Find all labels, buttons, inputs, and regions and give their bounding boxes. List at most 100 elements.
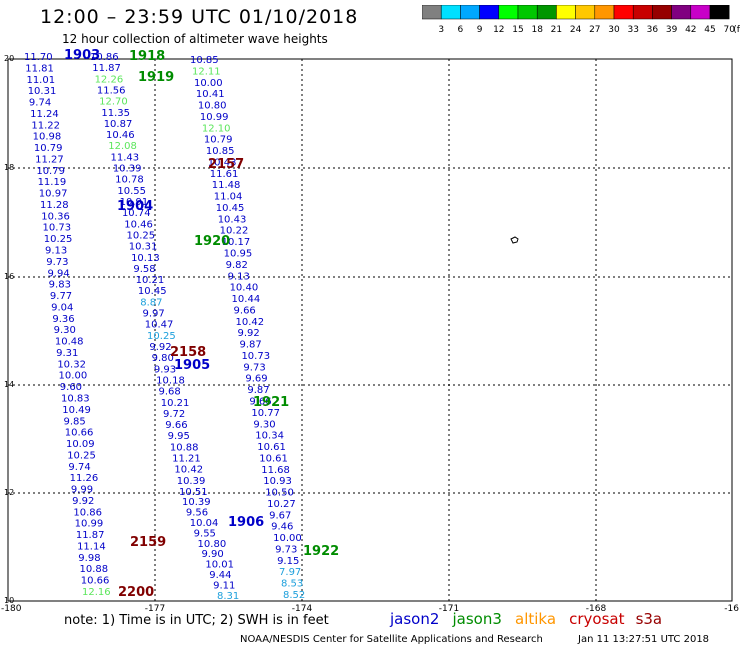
wave-height-map: 20 18 16 14 12 10-180 -177 -174 -171 -168 -16 11.70… bbox=[1, 48, 739, 614]
swh-value: 10.78 bbox=[115, 175, 144, 186]
swh-value: 10.43 bbox=[218, 214, 247, 225]
swh-value: 9.73 bbox=[46, 257, 68, 268]
swh-value: 11.22 bbox=[31, 120, 60, 131]
swh-value: 10.48 bbox=[55, 337, 84, 348]
swh-value: 9.93 bbox=[154, 364, 176, 375]
swh-value: 11.35 bbox=[101, 108, 130, 119]
swh-value: 10.31 bbox=[28, 86, 57, 97]
swh-value: 9.13 bbox=[45, 246, 67, 257]
latitude-tick-label: 10 bbox=[4, 596, 14, 605]
swh-value: 10.99 bbox=[75, 519, 104, 530]
swh-value: 9.31 bbox=[56, 348, 78, 359]
swh-value: 9.56 bbox=[186, 507, 208, 518]
swh-value: 9.73 bbox=[243, 362, 265, 373]
swh-value: 10.79 bbox=[34, 143, 63, 154]
swh-value: 9.82 bbox=[226, 260, 248, 271]
swh-value: 11.68 bbox=[261, 465, 290, 476]
pass-id-label: 2200 bbox=[118, 585, 154, 600]
swh-value: 10.39 bbox=[182, 497, 211, 508]
swh-value: 10.46 bbox=[106, 130, 135, 141]
swh-value: 10.00 bbox=[59, 371, 88, 382]
pass-id-label: 2159 bbox=[130, 535, 166, 550]
color-scale-label: 3 bbox=[438, 25, 444, 35]
swh-value: 10.66 bbox=[81, 576, 110, 587]
color-scale-label: 21 bbox=[551, 25, 562, 35]
swh-value: 9.68 bbox=[158, 387, 180, 398]
swh-value: 9.55 bbox=[194, 528, 216, 539]
color-scale-label: 36 bbox=[647, 25, 659, 35]
swh-value: 10.45 bbox=[216, 203, 245, 214]
swh-value: 10.73 bbox=[241, 351, 270, 362]
color-scale-label: 39 bbox=[666, 25, 678, 35]
swh-value: 9.66 bbox=[249, 396, 271, 407]
swh-value: 10.61 bbox=[257, 442, 286, 453]
swh-value: 11.19 bbox=[38, 177, 67, 188]
swh-value: 10.97 bbox=[39, 189, 68, 200]
color-swatch bbox=[709, 5, 730, 20]
swh-value: 10.27 bbox=[267, 499, 296, 510]
pass-id-label: 1903 bbox=[64, 48, 100, 63]
latitude-tick-label: 12 bbox=[4, 488, 14, 497]
pass-id-label: 1922 bbox=[303, 544, 339, 559]
pass-id-label: 1919 bbox=[138, 70, 174, 85]
swh-value: 12.16 bbox=[82, 587, 111, 598]
swh-value: 10.40 bbox=[230, 283, 259, 294]
color-scale-label: 12 bbox=[493, 25, 504, 35]
swh-value: 10.88 bbox=[80, 564, 109, 575]
swh-value: 11.48 bbox=[212, 180, 241, 191]
swh-value: 10.79 bbox=[204, 135, 233, 146]
swh-value: 10.42 bbox=[236, 317, 265, 328]
swh-value: 9.94 bbox=[47, 268, 69, 279]
pass-id-label: 1904 bbox=[117, 199, 153, 214]
swh-value: 12.70 bbox=[99, 97, 128, 108]
swh-value: 9.83 bbox=[49, 280, 71, 291]
swh-value: 9.58 bbox=[133, 264, 155, 275]
swh-value: 10.77 bbox=[251, 408, 280, 419]
swh-value: 11.24 bbox=[30, 109, 59, 120]
swh-value: 9.60 bbox=[60, 382, 82, 393]
swh-value: 11.87 bbox=[92, 63, 121, 74]
swh-value: 9.72 bbox=[163, 409, 185, 420]
swh-value: 9.74 bbox=[29, 98, 51, 109]
swh-value: 10.47 bbox=[145, 320, 174, 331]
longitude-tick-label: -180 bbox=[1, 604, 22, 614]
swh-value: 10.86 bbox=[73, 507, 102, 518]
swh-value: 10.25 bbox=[127, 230, 156, 241]
chart-title: 12:00 – 23:59 UTC 01/10/2018 bbox=[40, 6, 359, 28]
swh-value: 11.56 bbox=[97, 85, 126, 96]
swh-value: 9.44 bbox=[209, 570, 231, 581]
swh-value: 12.26 bbox=[95, 74, 124, 85]
color-scale-label: 45 bbox=[704, 25, 715, 35]
pass-id-label: 2157 bbox=[208, 157, 244, 172]
latitude-tick-label: 18 bbox=[4, 163, 14, 172]
latitude-tick-label: 14 bbox=[4, 380, 14, 389]
color-scale-label: 70 bbox=[723, 25, 735, 35]
swh-value: 10.46 bbox=[124, 219, 153, 230]
swh-value: 9.87 bbox=[247, 385, 269, 396]
longitude-tick-label: -16 bbox=[724, 604, 739, 614]
swh-value: 10.73 bbox=[43, 223, 72, 234]
swh-value: 12.10 bbox=[202, 123, 231, 134]
longitude-tick-label: -177 bbox=[145, 604, 165, 614]
longitude-tick-label: -168 bbox=[586, 604, 607, 614]
timestamp: Jan 11 13:27:51 UTC 2018 bbox=[578, 634, 710, 645]
swh-value: 10.45 bbox=[138, 286, 167, 297]
legend-jason3: jason3 bbox=[452, 610, 502, 628]
latitude-tick-label: 16 bbox=[4, 272, 14, 281]
swh-value: 9.74 bbox=[68, 462, 90, 473]
footer-note: note: 1) Time is in UTC; 2) SWH is in fe… bbox=[64, 613, 329, 628]
color-scale-label: 15 bbox=[512, 25, 523, 35]
swh-value: 8.31 bbox=[217, 591, 239, 602]
swh-value: 10.74 bbox=[122, 208, 151, 219]
swh-value: 9.90 bbox=[201, 549, 223, 560]
swh-value: 10.39 bbox=[177, 476, 206, 487]
swh-value: 9.11 bbox=[213, 581, 235, 592]
swh-value: 11.14 bbox=[77, 541, 106, 552]
swh-value: 10.86 bbox=[90, 52, 119, 63]
swh-value: 10.25 bbox=[147, 331, 176, 342]
swh-value: 11.21 bbox=[172, 454, 201, 465]
swh-value: 10.04 bbox=[190, 518, 219, 529]
swh-value: 9.73 bbox=[275, 544, 297, 555]
pass-id-label: 1918 bbox=[129, 49, 165, 64]
